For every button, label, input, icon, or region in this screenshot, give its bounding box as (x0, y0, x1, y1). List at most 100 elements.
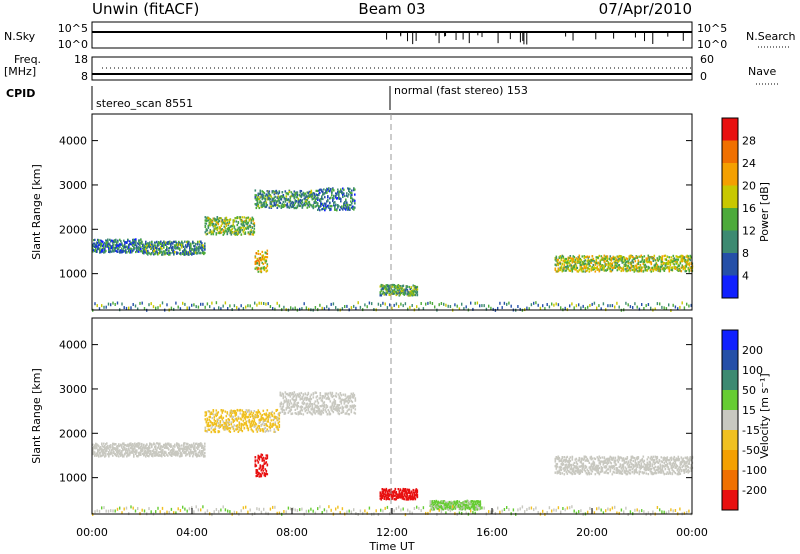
velocity-echo-cell (352, 404, 355, 407)
power-echo-cell (167, 242, 169, 245)
power-echo-cell (677, 258, 680, 261)
power-scatter-cell (301, 307, 303, 311)
velocity-echo-cell (405, 490, 408, 493)
power-echo-cell (555, 259, 558, 262)
velocity-echo-cell (230, 411, 233, 414)
power-echo-cell (581, 267, 584, 270)
power-echo-cell (676, 258, 679, 261)
power-echo-cell (138, 250, 140, 253)
power-echo-cell (131, 243, 133, 246)
velocity-echo-cell (92, 447, 94, 450)
power-echo-cell (649, 256, 652, 259)
velocity-echo-cell (327, 397, 330, 400)
power-echo-cell (305, 199, 308, 202)
power-echo-cell (648, 259, 651, 262)
power-echo-cell (350, 197, 352, 200)
velocity-echo-cell (314, 400, 317, 403)
power-echo-cell (260, 259, 263, 262)
velocity-echo-cell (216, 420, 219, 423)
velocity-echo-cell (254, 421, 257, 424)
power-scatter-cell (224, 301, 227, 305)
power-echo-cell (148, 251, 150, 254)
power-echo-cell (569, 256, 572, 259)
velocity-echo-cell (289, 408, 292, 411)
power-echo-cell (269, 197, 272, 200)
power-echo-cell (207, 224, 210, 228)
velocity-echo-cell (154, 446, 156, 449)
velocity-echo-cell (163, 444, 165, 447)
power-scatter-cell (341, 307, 344, 311)
velocity-echo-cell (145, 455, 147, 458)
velocity-echo-cell (200, 442, 202, 445)
power-echo-cell (307, 201, 310, 204)
velocity-echo-cell (228, 418, 231, 421)
power-echo-cell (158, 243, 160, 247)
velocity-echo-cell (262, 456, 265, 459)
velocity-echo-cell (230, 415, 233, 418)
power-echo-cell (173, 240, 175, 243)
velocity-echo-cell (266, 428, 269, 431)
power-echo-cell (569, 259, 572, 262)
power-echo-cell (402, 292, 405, 295)
velocity-echo-cell (140, 449, 142, 452)
velocity-echo-cell (256, 430, 259, 433)
power-echo-cell (679, 262, 682, 265)
power-echo-cell (205, 219, 208, 222)
power-echo-cell (256, 257, 259, 260)
velocity-echo-cell (283, 399, 286, 402)
power-echo-cell (650, 267, 653, 270)
power-echo-cell (644, 269, 647, 272)
power-echo-cell (350, 203, 352, 207)
power-echo-cell (169, 251, 171, 254)
velocity-echo-cell (411, 493, 414, 496)
velocity-echo-cell (161, 451, 163, 454)
power-echo-cell (341, 205, 343, 208)
power-echo-cell (263, 202, 266, 205)
power-echo-cell (301, 206, 304, 209)
power-echo-cell (326, 206, 328, 209)
power-scatter-cell (335, 306, 337, 310)
power-echo-cell (279, 195, 282, 198)
power-echo-cell (629, 254, 632, 257)
velocity-echo-cell (325, 392, 328, 395)
power-echo-cell (291, 200, 294, 204)
velocity-echo-cell (118, 444, 120, 447)
power-echo-cell (602, 258, 605, 262)
power-echo-cell (578, 269, 581, 272)
power-scatter-cell (355, 306, 357, 310)
velocity-echo-cell (220, 424, 223, 427)
power-echo-cell (158, 242, 160, 245)
power-echo-cell (648, 257, 651, 260)
power-echo-cell (149, 246, 151, 249)
power-echo-cell (328, 187, 330, 190)
velocity-echo-cell (307, 409, 310, 412)
power-echo-cell (320, 202, 322, 205)
velocity-echo-cell (270, 425, 273, 428)
velocity-echo-cell (399, 493, 402, 496)
velocity-echo-cell (105, 447, 107, 450)
power-echo-cell (601, 268, 604, 271)
power-echo-cell (101, 240, 103, 243)
power-echo-cell (322, 197, 324, 201)
velocity-echo-cell (307, 407, 310, 410)
power-echo-cell (407, 294, 410, 297)
power-echo-cell (390, 292, 393, 295)
velocity-echo-cell (161, 453, 163, 456)
velocity-echo-cell (321, 395, 324, 398)
power-echo-cell (597, 261, 600, 264)
power-echo-cell (649, 269, 652, 272)
velocity-echo-cell (112, 447, 114, 450)
velocity-echo-cell (260, 417, 263, 420)
velocity-echo-cell (175, 450, 177, 453)
power-scatter-cell (103, 305, 105, 309)
velocity-echo-cell (195, 453, 197, 456)
power-echo-cell (290, 206, 293, 209)
power-echo-cell (214, 218, 217, 221)
power-echo-cell (675, 262, 678, 265)
velocity-echo-cell (387, 497, 390, 500)
power-echo-cell (583, 266, 586, 269)
velocity-echo-cell (315, 410, 318, 413)
power-echo-cell (294, 192, 297, 195)
power-echo-cell (663, 262, 666, 265)
